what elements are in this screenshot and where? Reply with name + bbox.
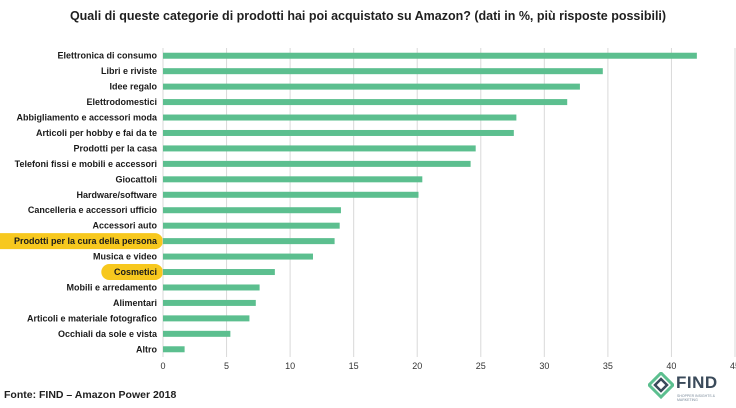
tick-labels: 0 5 10 15 20 25 30 35 40 45: [160, 361, 736, 371]
bar: [163, 114, 517, 121]
category-highlight: [0, 233, 163, 250]
category-label: Elettronica di consumo: [57, 51, 157, 61]
x-tick-label: 25: [476, 361, 486, 371]
category-label: Prodotti per la casa: [73, 143, 158, 153]
bar: [163, 253, 313, 260]
category-label: Alimentari: [113, 298, 157, 308]
bar: [163, 83, 580, 90]
category-label: Libri e riviste: [101, 66, 157, 76]
bar: [163, 160, 471, 167]
chart-title: Quali di queste categorie di prodotti ha…: [69, 9, 667, 23]
category-label: Articoli per hobby e fai da te: [36, 128, 157, 138]
grid-layer: [162, 48, 736, 357]
category-label: Altro: [136, 344, 157, 354]
category-label: Cancelleria e accessori ufficio: [28, 205, 158, 215]
category-highlight: [101, 264, 163, 281]
bar: [163, 238, 335, 245]
category-label: Elettrodomestici: [86, 97, 157, 107]
x-tick-label: 45: [730, 361, 736, 371]
logo-name: FIND: [676, 373, 718, 392]
bar: [163, 145, 476, 152]
category-label: Telefoni fissi e mobili e accessori: [15, 159, 157, 169]
category-label: Giocattoli: [115, 174, 157, 184]
category-label: Occhiali da sole e vista: [58, 329, 158, 339]
x-tick-label: 35: [603, 361, 613, 371]
x-tick-label: 0: [160, 361, 165, 371]
bar: [163, 191, 419, 198]
bar: [163, 222, 340, 229]
bar: [163, 346, 185, 353]
x-tick-label: 10: [285, 361, 295, 371]
category-label: Musica e video: [93, 252, 158, 262]
bar: [163, 129, 514, 136]
bar: [163, 330, 231, 337]
category-label: Prodotti per la cura della persona: [14, 236, 158, 246]
category-label: Articoli e materiale fotografico: [27, 313, 158, 323]
bar: [163, 68, 603, 75]
category-label: Idee regalo: [109, 82, 157, 92]
category-label: Accessori auto: [92, 221, 157, 231]
bar: [163, 52, 697, 59]
bar: [163, 299, 256, 306]
find-logo-icon: [648, 372, 674, 400]
highlight-layer: [0, 233, 163, 281]
category-label: Abbigliamento e accessori moda: [16, 113, 158, 123]
source-note: Fonte: FIND – Amazon Power 2018: [4, 389, 177, 401]
bar: [163, 269, 275, 276]
bars-layer: [163, 52, 697, 353]
bar: [163, 207, 341, 214]
category-label: Mobili e arredamento: [66, 282, 157, 292]
bar: [163, 176, 423, 183]
bar: [163, 99, 568, 106]
category-labels: Elettronica di consumo Libri e riviste Ide…: [14, 51, 158, 355]
category-label: Hardware/software: [76, 190, 157, 200]
logo-subtitle: SHOPPER INSIGHTS & MARKETING: [677, 394, 715, 402]
x-tick-label: 40: [666, 361, 676, 371]
x-tick-label: 20: [412, 361, 422, 371]
find-logo: FIND SHOPPER INSIGHTS & MARKETING: [648, 370, 734, 406]
x-tick-label: 15: [349, 361, 359, 371]
x-tick-label: 30: [539, 361, 549, 371]
bar: [163, 284, 260, 291]
category-label: Cosmetici: [114, 267, 157, 277]
bar: [163, 315, 250, 322]
x-tick-label: 5: [224, 361, 229, 371]
